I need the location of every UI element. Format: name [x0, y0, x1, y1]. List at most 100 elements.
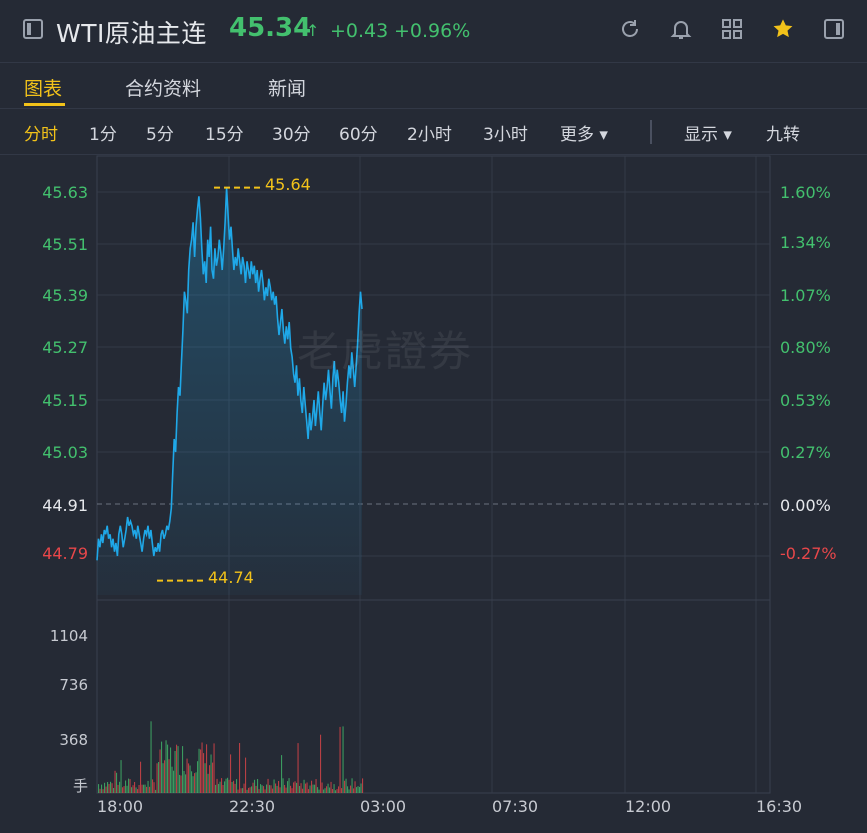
volume-bar	[110, 781, 112, 793]
volume-bar	[287, 781, 289, 793]
day-low-label: 44.74	[208, 568, 254, 587]
volume-bar	[279, 787, 281, 793]
percent-tick: 0.80%	[780, 338, 831, 357]
tab-chart[interactable]: 图表	[24, 78, 63, 100]
sidebar-toggle-icon[interactable]	[22, 18, 44, 44]
period-3hour[interactable]: 3小时	[483, 125, 528, 145]
volume-bar	[132, 785, 134, 793]
price-tick: 44.79	[42, 544, 88, 563]
volume-bar	[114, 770, 116, 793]
volume-bar	[308, 789, 310, 793]
volume-bar	[149, 786, 151, 793]
volume-bar	[198, 748, 200, 793]
volume-bar	[302, 788, 304, 793]
volume-bar	[239, 743, 241, 793]
tab-news[interactable]: 新闻	[268, 78, 307, 100]
chart-canvas	[96, 155, 771, 794]
volume-bar	[294, 781, 296, 793]
volume-bar	[278, 781, 280, 793]
percent-tick: -0.27%	[780, 544, 837, 563]
volume-bar	[155, 789, 157, 793]
refresh-icon[interactable]	[619, 18, 641, 44]
volume-bar	[324, 788, 326, 793]
volume-bar	[182, 746, 184, 793]
volume-bar	[126, 785, 128, 793]
volume-bar	[296, 782, 298, 793]
price-tick: 45.63	[42, 183, 88, 202]
volume-bar	[339, 726, 341, 793]
volume-bar	[141, 784, 143, 793]
price-up-arrow-icon: ↑	[306, 21, 320, 40]
more-periods-dropdown[interactable]: 更多 ▾	[560, 125, 608, 145]
volume-bar	[185, 774, 187, 793]
volume-bar	[359, 787, 361, 793]
tab-contract-info[interactable]: 合约资料	[125, 78, 202, 100]
volume-bar	[228, 779, 230, 793]
intraday-chart[interactable]: 老虎證券 45.63 45.51 45.39 45.27 45.15 45.03…	[0, 155, 867, 833]
bell-icon[interactable]	[670, 18, 692, 44]
volume-bar	[140, 761, 142, 793]
volume-bar	[351, 778, 353, 793]
period-toolbar: 分时 1分 5分 15分 30分 60分 2小时 3小时 更多 ▾ 显示 ▾ 九…	[0, 108, 867, 155]
volume-bar	[135, 787, 137, 793]
volume-bar	[108, 784, 110, 793]
volume-bar	[129, 779, 131, 793]
volume-bar	[255, 785, 257, 793]
volume-bar	[261, 785, 263, 793]
content-tabs: 图表 合约资料 新闻	[0, 62, 867, 109]
period-1min[interactable]: 1分	[89, 125, 117, 145]
volume-bar	[275, 783, 277, 793]
period-2hour[interactable]: 2小时	[407, 125, 452, 145]
volume-bar	[291, 788, 293, 793]
volume-bar	[207, 773, 209, 793]
volume-bar	[206, 744, 208, 793]
period-5min[interactable]: 5分	[146, 125, 174, 145]
volume-bar	[236, 779, 238, 793]
volume-bar	[174, 751, 176, 793]
period-15min[interactable]: 15分	[205, 125, 244, 145]
grid-icon[interactable]	[721, 18, 743, 44]
price-area-fill	[97, 187, 362, 595]
volume-bar	[161, 741, 163, 793]
volume-bar	[162, 763, 164, 793]
volume-bar	[191, 771, 193, 793]
high-low-markers	[157, 186, 262, 582]
price-series-line	[96, 187, 363, 561]
volume-bar	[344, 780, 346, 793]
volume-bar	[104, 782, 106, 793]
volume-bar	[350, 785, 352, 793]
volume-bar	[194, 773, 196, 793]
period-60min[interactable]: 60分	[339, 125, 378, 145]
volume-bar	[168, 759, 170, 793]
volume-bar	[338, 786, 340, 793]
price-tick: 45.51	[42, 235, 88, 254]
volume-bar	[188, 763, 190, 793]
time-tick: 16:30	[756, 797, 803, 816]
volume-bar	[179, 774, 181, 793]
period-intraday[interactable]: 分时	[24, 125, 58, 145]
percent-tick: 0.27%	[780, 443, 831, 462]
volume-bar	[251, 786, 253, 793]
volume-bar	[167, 744, 169, 793]
volume-bar	[233, 780, 235, 793]
volume-bar	[183, 771, 185, 793]
volume-bar	[204, 763, 206, 793]
nine-turn-indicator-button[interactable]: 九转	[766, 125, 800, 145]
display-options-dropdown[interactable]: 显示 ▾	[684, 125, 732, 145]
volume-bar	[326, 786, 328, 793]
volume-bar	[105, 786, 107, 793]
volume-bar	[282, 778, 284, 793]
volume-bar	[227, 777, 229, 793]
period-30min[interactable]: 30分	[272, 125, 311, 145]
volume-bar	[186, 758, 188, 793]
volume-bar	[260, 784, 262, 793]
panel-toggle-icon[interactable]	[823, 18, 845, 44]
star-icon[interactable]	[772, 18, 794, 44]
volume-bar	[246, 789, 248, 793]
price-tick: 45.27	[42, 338, 88, 357]
volume-bar	[152, 779, 154, 793]
volume-bar	[299, 786, 301, 793]
volume-bar	[330, 781, 332, 793]
volume-bar	[323, 789, 325, 793]
volume-bar	[125, 780, 127, 793]
